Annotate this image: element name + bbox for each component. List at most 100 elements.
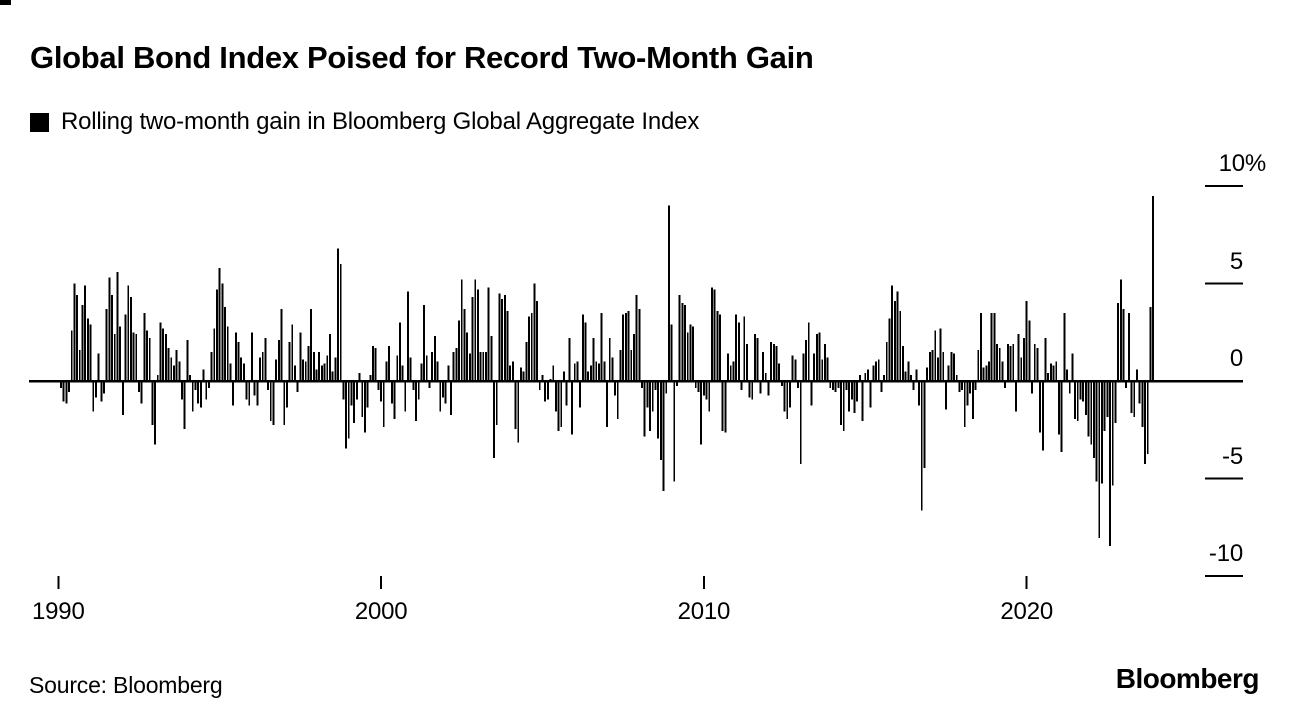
bar (751, 382, 754, 400)
bar (428, 382, 431, 388)
bar (329, 334, 331, 381)
bar (234, 332, 237, 381)
bar (73, 283, 76, 381)
bar (380, 382, 383, 402)
x-tick-label: 1990 (32, 598, 85, 625)
bar (1122, 308, 1125, 381)
bar (883, 375, 886, 381)
bar (985, 365, 988, 381)
bar (1068, 382, 1071, 394)
bar (595, 361, 598, 381)
bar (450, 382, 452, 416)
bar (490, 336, 493, 381)
bar (172, 365, 175, 381)
bar (468, 353, 471, 381)
bar (1057, 382, 1060, 435)
bar (1084, 382, 1087, 416)
bar (1144, 382, 1146, 464)
bar (899, 310, 902, 381)
bar (727, 353, 730, 381)
bar (1012, 343, 1015, 381)
bar (724, 382, 727, 433)
bar (412, 382, 415, 390)
y-tick-label: 5 (1229, 247, 1243, 275)
bar (285, 382, 288, 408)
bar (1146, 382, 1149, 455)
bar (108, 277, 111, 381)
bar (1066, 369, 1068, 381)
bar (181, 382, 183, 400)
bar (958, 382, 961, 392)
bar (901, 345, 904, 381)
bar (194, 382, 197, 390)
bar (1098, 382, 1101, 538)
bar (347, 382, 350, 439)
bar (880, 382, 883, 392)
x-tick-label: 2010 (677, 598, 731, 625)
bar (810, 382, 813, 406)
bar (253, 382, 256, 396)
bar (1047, 373, 1050, 381)
bar (635, 295, 638, 381)
bar (1049, 363, 1052, 381)
bar (1119, 279, 1122, 381)
bar (1074, 382, 1077, 420)
bar (568, 338, 571, 381)
bar (476, 289, 479, 381)
bar (455, 347, 458, 381)
bar (686, 332, 689, 381)
bar (159, 322, 162, 381)
bar (791, 355, 794, 381)
bar (452, 351, 455, 381)
bar (267, 382, 270, 390)
bar (326, 355, 329, 381)
bar (797, 382, 799, 388)
corner-mark (0, 0, 11, 5)
x-tick-label: 2000 (354, 598, 408, 625)
bar (323, 363, 326, 381)
bar (587, 371, 590, 381)
bar (506, 310, 509, 381)
bar (1001, 361, 1004, 381)
bar (829, 382, 832, 388)
bar (624, 312, 627, 381)
bar (458, 320, 461, 381)
bar (805, 340, 808, 381)
bar (296, 382, 299, 392)
bar (382, 382, 385, 427)
bar (541, 375, 544, 381)
bar (396, 355, 399, 381)
bar (708, 382, 711, 412)
bar (713, 289, 716, 381)
bar (861, 382, 864, 421)
y-tick (1205, 575, 1243, 577)
bar (493, 382, 495, 459)
bar (600, 312, 603, 381)
bar (503, 295, 506, 381)
bar (1028, 320, 1031, 381)
bar (740, 382, 743, 390)
bar (138, 382, 140, 392)
bar (1133, 382, 1136, 418)
bar (1130, 382, 1133, 414)
bar (143, 312, 146, 381)
bar (339, 264, 342, 381)
bar (891, 285, 894, 381)
bar (140, 382, 143, 404)
bar (433, 336, 436, 381)
bar (471, 297, 474, 381)
bar (907, 361, 910, 381)
bar (896, 291, 899, 381)
bar (942, 351, 945, 381)
bar (103, 382, 105, 394)
bar (869, 382, 872, 408)
bar (969, 382, 972, 394)
bar (1095, 382, 1098, 482)
bar (511, 361, 514, 381)
bar (533, 283, 536, 381)
bar (603, 361, 606, 381)
bar (988, 361, 990, 381)
bar (1152, 195, 1155, 381)
bar (928, 351, 931, 381)
y-tick-label: 10% (1218, 150, 1267, 177)
